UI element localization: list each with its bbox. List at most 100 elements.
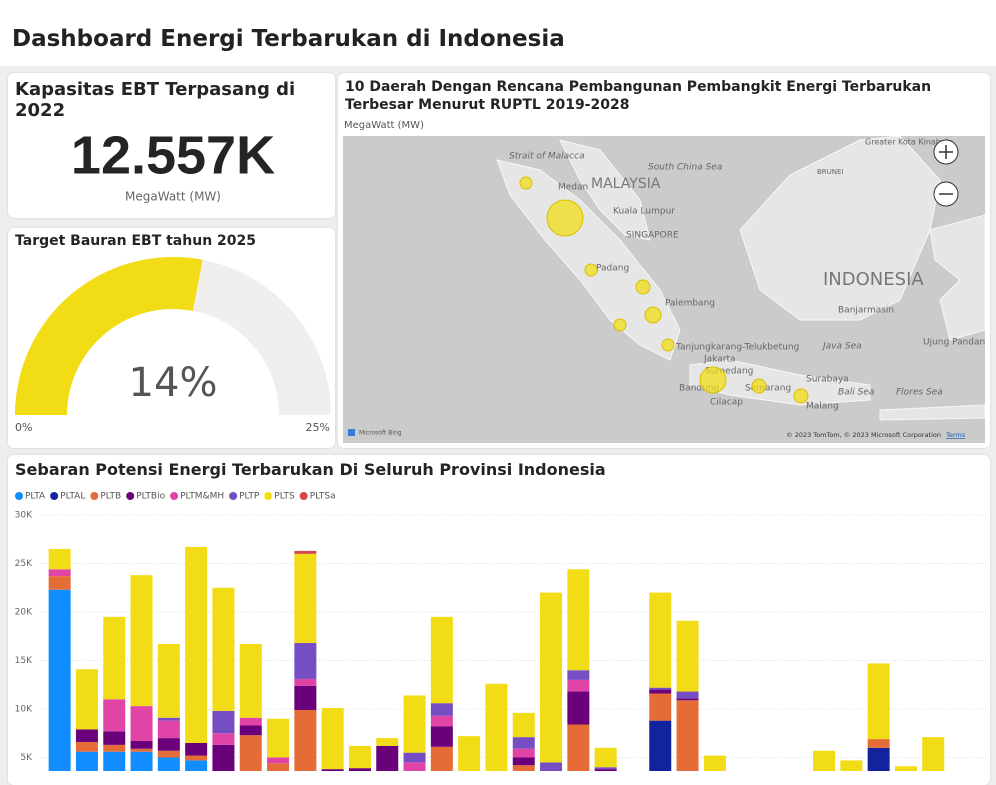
gauge-tick-label: 0% xyxy=(15,421,32,434)
legend-marker xyxy=(264,492,273,500)
bubble[interactable] xyxy=(751,378,767,394)
map-label: Medan xyxy=(558,183,588,193)
map-label: INDONESIA xyxy=(823,269,924,290)
bar-segment xyxy=(212,710,235,734)
bar-segment xyxy=(649,689,672,694)
bar-segment xyxy=(185,755,208,761)
bar-segment xyxy=(594,769,617,771)
bar-segment xyxy=(867,739,890,748)
map-label: MALAYSIA xyxy=(591,176,661,192)
bar-segment xyxy=(676,691,699,699)
zoom-in[interactable] xyxy=(933,139,959,165)
bubble[interactable] xyxy=(584,263,598,277)
header: Dashboard Energi Terbarukan di Indonesia xyxy=(0,0,996,66)
bar-segment xyxy=(103,731,126,745)
bubble[interactable] xyxy=(546,199,584,237)
bar-segment xyxy=(894,766,917,771)
bar-segment xyxy=(403,752,426,763)
kpi-unit: MegaWatt (MW) xyxy=(125,190,221,204)
bar-segment xyxy=(649,592,672,688)
card-title: Kapasitas EBT Terpasang di 2022 xyxy=(15,79,296,121)
bar-segment xyxy=(512,765,535,771)
bar-segment xyxy=(649,687,672,690)
bar-segment xyxy=(676,620,699,692)
gauge-title: Target Bauran EBT tahun 2025 xyxy=(15,233,256,249)
bar-segment xyxy=(75,669,98,730)
legend-marker xyxy=(15,492,23,500)
bar-segment xyxy=(48,569,71,577)
map-label: Cilacap xyxy=(710,398,743,408)
bar-segment xyxy=(403,762,426,771)
bar-segment xyxy=(239,725,262,736)
bar-segment xyxy=(267,757,290,764)
map-panel: 10 Daerah Dengan Rencana Pembangunan Pem… xyxy=(338,73,990,448)
bar-segment xyxy=(157,644,180,718)
bar-segment xyxy=(649,693,672,721)
bar-title: Sebaran Potensi Energi Terbarukan Di Sel… xyxy=(15,460,606,479)
bar-segment xyxy=(813,750,836,771)
bar-segment xyxy=(512,737,535,749)
bar-segment xyxy=(294,709,317,771)
map-label: Malang xyxy=(806,402,839,412)
map-label: Banjarmasin xyxy=(838,306,894,316)
map-subtitle: MegaWatt (MW) xyxy=(344,120,424,131)
zoom-out[interactable] xyxy=(933,181,959,207)
gauge-tick-label: 25% xyxy=(306,421,330,434)
bubble[interactable] xyxy=(699,366,727,394)
bar-segment xyxy=(185,760,208,771)
legend-label: PLTBio xyxy=(136,492,165,502)
bar-segment xyxy=(267,718,290,758)
bar-segment xyxy=(294,678,317,686)
bar-segment xyxy=(239,717,262,726)
map-label: Strait of Malacca xyxy=(509,152,585,162)
bar-segment xyxy=(130,575,153,707)
bar-segment xyxy=(321,769,344,771)
map-terms[interactable]: Terms xyxy=(945,431,966,439)
bar-segment xyxy=(239,644,262,718)
bar-segment xyxy=(294,550,317,554)
bar-segment xyxy=(267,763,290,771)
bubble[interactable] xyxy=(793,388,809,404)
legend-label: PLTS xyxy=(274,492,295,502)
legend-label: PLTAL xyxy=(60,492,85,502)
bar-segment xyxy=(430,746,453,771)
bar-segment xyxy=(75,741,98,752)
bar-segment xyxy=(485,683,508,771)
bar-segment xyxy=(376,738,399,746)
bar-segment xyxy=(594,747,617,768)
bar-segment xyxy=(567,691,590,725)
gauge: 14% 0% 25% xyxy=(15,257,331,434)
bubble[interactable] xyxy=(661,338,675,352)
map-label: Palembang xyxy=(665,299,715,309)
map: Strait of Malacca South China Sea MALAYS… xyxy=(343,136,985,443)
map-label: Jakarta xyxy=(703,355,735,365)
legend-label: PLTB xyxy=(100,492,121,502)
bar-segment xyxy=(157,717,180,721)
legend-marker xyxy=(299,492,308,500)
bar-segment xyxy=(867,663,890,740)
legend-marker xyxy=(126,492,135,500)
legend-marker xyxy=(90,492,99,500)
bar-segment xyxy=(540,592,563,763)
bar-segment xyxy=(567,569,590,671)
bar-segment xyxy=(348,745,371,769)
bar-segment xyxy=(430,715,453,727)
bar-segment xyxy=(294,553,317,644)
map-label: Bandung xyxy=(679,384,719,394)
bar-segment xyxy=(157,757,180,771)
bar-segment xyxy=(567,670,590,680)
bubble[interactable] xyxy=(635,279,651,295)
bubble[interactable] xyxy=(644,306,662,324)
dashboard-title: Dashboard Energi Terbarukan di Indonesia xyxy=(12,26,565,52)
bubble[interactable] xyxy=(519,176,533,190)
bar-segment xyxy=(103,751,126,771)
bar-segment xyxy=(75,729,98,742)
map-label: Tanjungkarang-Telukbetung xyxy=(675,343,799,353)
bar-segment xyxy=(48,548,71,570)
y-tick-label: 20K xyxy=(15,608,33,618)
legend-marker xyxy=(229,492,238,500)
kpi-value: 12.557K xyxy=(71,125,275,185)
map-label: Kuala Lumpur xyxy=(613,207,675,217)
bar-segment xyxy=(922,737,945,771)
bubble[interactable] xyxy=(613,318,627,332)
